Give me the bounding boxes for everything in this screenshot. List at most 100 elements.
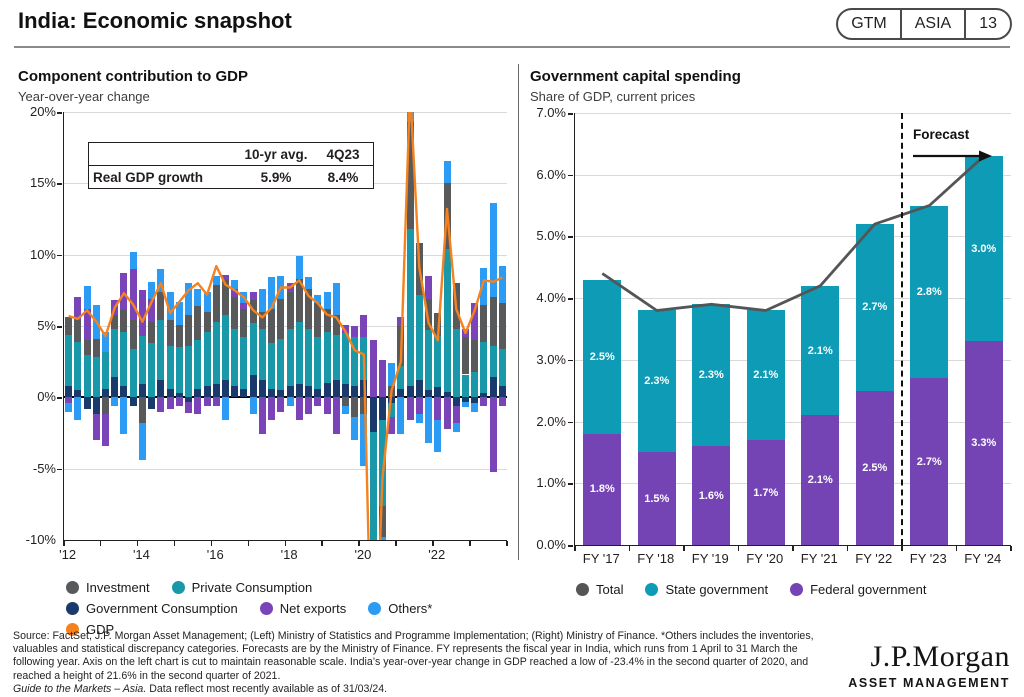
bar-segment: [323, 291, 331, 309]
bar-segment: [397, 365, 405, 389]
bar-segment: [452, 328, 460, 398]
x-tick-label: '20: [354, 547, 372, 562]
bar-segment: [443, 248, 451, 392]
bar-segment: [314, 397, 322, 406]
bar-segment: [138, 397, 146, 423]
bar-segment: [65, 403, 73, 412]
bar-segment: [489, 377, 497, 398]
bar-segment: [341, 405, 349, 415]
bar-segment: [452, 397, 460, 406]
bar-segment: [305, 385, 313, 398]
bar-segment: [471, 303, 479, 341]
bar-segment: [166, 291, 174, 321]
x-tick-mark: [628, 546, 630, 551]
y-tick-label: 10%: [29, 246, 56, 262]
bar-segment: [388, 363, 396, 386]
bar-segment: [480, 304, 488, 342]
bar-segment: [351, 417, 359, 441]
bar-segment: [129, 251, 137, 269]
bar-segment: [203, 311, 211, 332]
bar-segment: [83, 397, 91, 409]
gridline: [575, 236, 1011, 238]
bar-segment: [378, 420, 386, 506]
bar-segment: [102, 414, 110, 446]
bar-segment: [305, 277, 313, 289]
legend-item: Federal government: [790, 582, 926, 597]
bar-segment: [138, 290, 146, 336]
gridline: [575, 421, 1011, 423]
as-of-date: Data reflect most recently available as …: [146, 682, 388, 695]
bar-segment: [305, 328, 313, 386]
bar-segment: [157, 380, 165, 398]
bar-segment: [314, 303, 322, 338]
bar-segment: [910, 378, 949, 545]
y-tick-mark: [568, 421, 573, 424]
bar-segment: [175, 397, 183, 406]
bar-value-label: 2.8%: [916, 285, 942, 298]
page-title: India: Economic snapshot: [18, 8, 292, 33]
bar-segment: [415, 414, 423, 423]
x-tick-mark: [574, 546, 576, 551]
bar-segment: [138, 335, 146, 385]
gridline: [575, 174, 1011, 176]
bar-segment: [746, 440, 785, 545]
bar-segment: [489, 203, 497, 298]
bar-segment: [406, 228, 414, 386]
bar-segment: [434, 335, 442, 388]
legend-swatch-icon: [171, 581, 185, 594]
bar-segment: [277, 390, 285, 398]
y-tick-label: -10%: [25, 532, 56, 547]
bar-segment: [461, 401, 469, 408]
bar-segment: [138, 423, 146, 461]
jpmorgan-wordmark: J.P.Morgan: [870, 640, 1010, 673]
bar-segment: [240, 388, 248, 398]
bar-segment: [111, 328, 119, 378]
gridline: [575, 113, 1011, 114]
y-tick-label: 2.0%: [536, 413, 566, 429]
x-tick-label: '22: [428, 547, 446, 562]
bar-segment: [102, 331, 110, 352]
bar-segment: [111, 397, 119, 406]
right-chart-title: Government capital spending: [530, 68, 741, 85]
zero-line: [64, 396, 507, 399]
bar-segment: [231, 288, 239, 298]
y-tick-label: 4.0%: [536, 290, 566, 306]
bar-segment: [166, 388, 174, 398]
y-tick-mark: [57, 326, 62, 328]
right-chart-legend: Total State government Federal government: [576, 582, 1016, 597]
bar-value-label: 2.7%: [862, 301, 888, 314]
legend-item: Net exports: [259, 601, 346, 616]
bar-segment: [746, 310, 785, 441]
bar-segment: [74, 390, 82, 398]
bar-segment: [185, 397, 193, 402]
table-10yr-value: 5.9%: [260, 169, 292, 185]
table-4q23-value: 8.4%: [327, 169, 359, 185]
bar-value-label: 3.0%: [971, 242, 997, 255]
bar-segment: [148, 281, 156, 299]
x-tick-mark: [1010, 546, 1012, 551]
bar-segment: [341, 384, 349, 398]
x-tick-mark: [247, 541, 250, 546]
legend-label: Investment: [86, 580, 150, 595]
bar-value-label: 2.1%: [807, 474, 833, 487]
x-tick-mark: [321, 541, 323, 546]
bar-segment: [203, 385, 211, 398]
bar-segment: [212, 384, 220, 398]
bar-segment: [231, 385, 239, 398]
bar-segment: [480, 267, 488, 305]
bar-segment: [360, 314, 368, 338]
y-tick-label: 7.0%: [536, 105, 566, 120]
x-tick-mark: [395, 541, 397, 546]
x-tick-label: FY '18: [637, 551, 675, 566]
bar-segment: [249, 374, 257, 398]
x-tick-mark: [136, 541, 139, 546]
bar-segment: [461, 374, 469, 398]
bar-segment: [351, 397, 359, 418]
total-line: [601, 155, 985, 312]
bar-segment: [434, 387, 442, 398]
footnote-line: Source: FactSet, J.P. Morgan Asset Manag…: [13, 630, 814, 642]
bar-segment: [92, 357, 100, 398]
bar-segment: [323, 397, 331, 415]
y-tick-label: 20%: [29, 104, 56, 119]
bar-value-label: 2.5%: [589, 350, 615, 363]
